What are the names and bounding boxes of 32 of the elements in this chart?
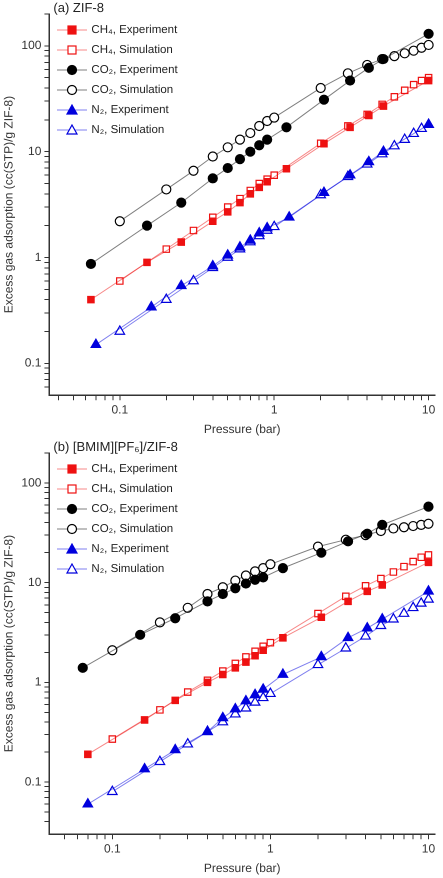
legend-label: CO₂, Simulation xyxy=(91,84,174,96)
y-tick-label: 1 xyxy=(34,250,42,264)
x-axis-title: Pressure (bar) xyxy=(204,861,281,876)
x-axis-title: Pressure (bar) xyxy=(204,422,281,436)
legend-label: CO₂, Experiment xyxy=(91,64,178,76)
x-tick-label: 1 xyxy=(270,402,278,417)
legend-label: N₂, Simulation xyxy=(91,563,164,575)
legend-label: CO₂, Experiment xyxy=(91,503,178,515)
legend-label: N₂, Simulation xyxy=(91,124,164,136)
legend-label: CO₂, Simulation xyxy=(91,523,174,535)
y-tick-label: 0.1 xyxy=(24,356,42,370)
legend-label: N₂, Experiment xyxy=(91,543,169,555)
y-axis-title: Excess gas adsorption (cc(STP)/g ZIF-8) xyxy=(2,96,16,314)
y-tick-label: 10 xyxy=(28,144,42,158)
x-tick-label: 1 xyxy=(267,842,274,856)
chart-title: (a) ZIF-8 xyxy=(53,0,104,15)
y-tick-label: 100 xyxy=(21,475,42,490)
legend-label: CH₄, Experiment xyxy=(91,24,178,36)
chart-title: (b) [BMIM][PF₆]/ZIF-8 xyxy=(53,439,178,454)
y-tick-label: 0.1 xyxy=(24,774,42,788)
legend-label: CH₄, Simulation xyxy=(91,483,173,495)
legend-label: CH₄, Simulation xyxy=(91,44,173,56)
y-tick-label: 100 xyxy=(21,38,42,52)
x-tick-label: 0.1 xyxy=(104,842,121,856)
y-tick-label: 10 xyxy=(28,575,42,590)
legend-label: CH₄, Experiment xyxy=(91,463,178,475)
legend-label: N₂, Experiment xyxy=(91,104,169,116)
x-tick-label: 10 xyxy=(422,842,436,856)
x-tick-label: 10 xyxy=(422,402,436,417)
x-tick-label: 0.1 xyxy=(111,402,128,417)
y-tick-label: 1 xyxy=(34,674,42,689)
y-axis-title: Excess gas adsorption (cc(STP)/g ZIF-8) xyxy=(2,534,16,752)
